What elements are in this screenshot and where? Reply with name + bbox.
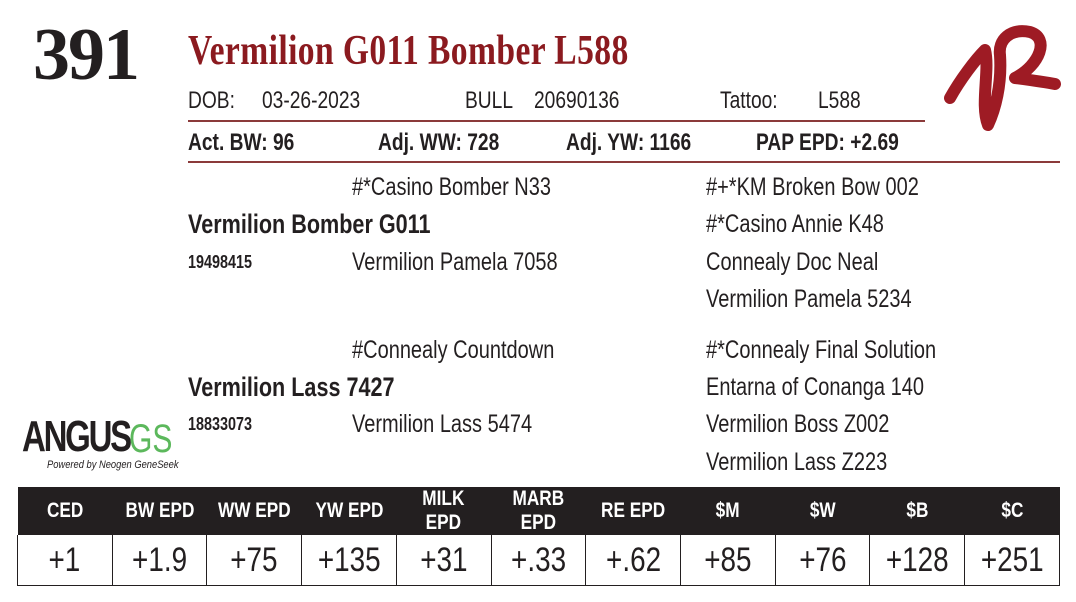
epd-value: +85 [680, 535, 776, 586]
epd-value: +76 [774, 535, 870, 586]
grandparent: Vermilion Pamela 5234 [706, 285, 912, 313]
grandparent: #*Casino Annie K48 [706, 210, 884, 238]
grandparent: Entarna of Conanga 140 [706, 373, 924, 401]
epd-value: +31 [395, 535, 492, 586]
sire-dam: Vermilion Pamela 7058 [352, 248, 558, 276]
adjusted-yearling-weight: Adj. YW: 1166 [566, 129, 692, 156]
pap-epd: PAP EPD: +2.69 [756, 129, 899, 156]
grandparent: Connealy Doc Neal [706, 248, 879, 276]
animal-name-text: Vermilion G011 Bomber L588 [188, 28, 629, 74]
epd-header: MILK EPD [396, 487, 492, 535]
epd-table: CED BW EPD WW EPD YW EPD MILK EPD MARB E… [17, 487, 1060, 586]
epd-header: $C [964, 487, 1060, 535]
epd-value: +1 [17, 535, 113, 586]
vr-ranch-logo [944, 25, 1061, 131]
epd-header: RE EPD [585, 487, 681, 535]
dam-registration: 18833073 [188, 414, 253, 434]
dam-name: Vermilion Lass 7427 [188, 372, 395, 402]
epd-value: +.33 [490, 535, 586, 586]
epd-header-row: CED BW EPD WW EPD YW EPD MILK EPD MARB E… [17, 487, 1060, 535]
epd-header: MARB EPD [491, 487, 586, 535]
dob-label: DOB: [188, 87, 235, 114]
epd-header: $M [680, 487, 776, 535]
epd-header: YW EPD [301, 487, 397, 535]
dob-value: 03-26-2023 [262, 87, 361, 114]
epd-value: +128 [869, 535, 965, 586]
sire-sire: #*Casino Bomber N33 [352, 173, 551, 201]
dam-dam: Vermilion Lass 5474 [352, 410, 533, 438]
epd-header: $B [869, 487, 965, 535]
epd-header: $W [775, 487, 870, 535]
epd-value: +1.9 [111, 535, 207, 586]
adjusted-weaning-weight: Adj. WW: 728 [378, 129, 500, 156]
grandparent: Vermilion Lass Z223 [706, 448, 888, 476]
dam-sire: #Connealy Countdown [352, 336, 555, 364]
epd-value: +.62 [585, 535, 681, 586]
epd-header: BW EPD [112, 487, 207, 535]
angus-logo-text: ANGUS [22, 412, 132, 461]
sex: BULL [465, 87, 514, 114]
epd-header: WW EPD [206, 487, 302, 535]
epd-value: +135 [301, 535, 397, 586]
grandparent: #*Connealy Final Solution [706, 336, 937, 364]
grandparent: Vermilion Boss Z002 [706, 410, 890, 438]
sire-registration: 19498415 [188, 252, 253, 272]
epd-value-row: +1 +1.9 +75 +135 +31 +.33 +.62 +85 +76 +… [17, 535, 1060, 586]
registration-number: 20690136 [534, 87, 620, 114]
sire-name: Vermilion Bomber G011 [188, 209, 431, 239]
divider [188, 120, 925, 122]
animal-name: Vermilion G011 Bomber L588 [188, 27, 739, 75]
angus-tagline: Powered by Neogen GeneSeek [47, 459, 179, 471]
epd-header: CED [17, 487, 113, 535]
epd-value: +75 [206, 535, 302, 586]
tattoo-label: Tattoo: [720, 87, 778, 114]
tattoo-value: L588 [818, 87, 861, 114]
actual-birth-weight: Act. BW: 96 [188, 129, 295, 156]
grandparent: #+*KM Broken Bow 002 [706, 173, 919, 201]
angus-gs-logo: ANGUS GS Powered by Neogen GeneSeek [22, 412, 179, 475]
divider [188, 161, 1060, 163]
gs-logo-text: GS [129, 417, 173, 461]
epd-value: +251 [964, 535, 1060, 586]
lot-number: 391 [33, 14, 140, 96]
